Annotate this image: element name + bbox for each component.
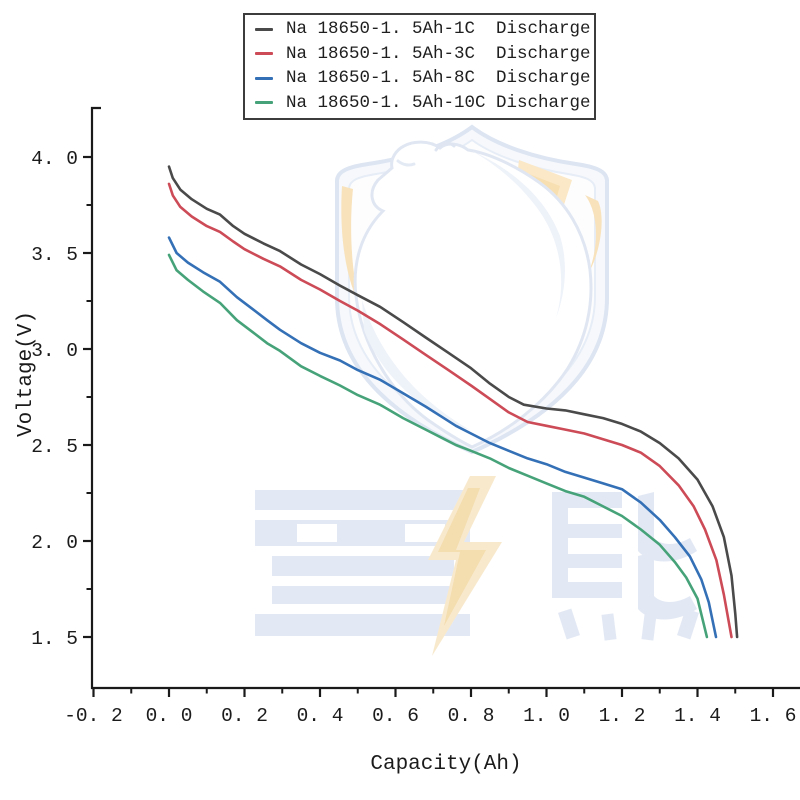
bear-muzzle — [396, 159, 416, 167]
x-axis-title: Capacity(Ah) — [370, 753, 521, 776]
legend-item: Na 18650-1. 5Ah-1C Discharge — [245, 17, 594, 42]
watermark-text — [255, 476, 699, 656]
bear-body-shade — [362, 300, 470, 430]
watermark-bolt-icon — [428, 476, 502, 656]
y-tick-label: 2. 5 — [31, 436, 78, 458]
legend-label: Na 18650-1. 5Ah-10C Discharge — [286, 92, 591, 113]
legend-item: Na 18650-1. 5Ah-3C Discharge — [245, 42, 594, 67]
y-tick-label: 4. 0 — [31, 148, 78, 170]
x-tick-label: 1. 4 — [674, 705, 721, 727]
legend-line-swatch — [255, 52, 273, 56]
y-tick-label: 3. 5 — [31, 244, 78, 266]
shield-right-accent — [585, 195, 602, 274]
legend-label: Na 18650-1. 5Ah-8C Discharge — [286, 68, 591, 89]
bear-ear — [434, 141, 456, 152]
bear-icon — [353, 140, 593, 449]
legend-line-swatch — [255, 101, 273, 105]
discharge-curve-3C — [167, 182, 733, 639]
x-tick-label: 0. 8 — [448, 705, 495, 727]
legend-item: Na 18650-1. 5Ah-8C Discharge — [245, 66, 594, 91]
x-tick-label: 1. 0 — [523, 705, 570, 727]
legend-item: Na 18650-1. 5Ah-10C Discharge — [245, 91, 594, 116]
x-tick-label: 0. 4 — [297, 705, 344, 727]
series-lines — [167, 165, 739, 639]
discharge-curve-10C — [167, 253, 709, 639]
x-tick-label: 0. 2 — [221, 705, 268, 727]
y-tick-label: 1. 5 — [31, 628, 78, 650]
watermark-char-xue — [255, 490, 470, 636]
x-tick-label: 0. 6 — [372, 705, 419, 727]
y-tick-label: 3. 0 — [31, 340, 78, 362]
axes: -0. 2 0. 0 0. 2 0. 4 0. 6 0. 8 1. 0 1. 2 1. 4 1. … — [31, 106, 800, 727]
y-axis-title: Voltage(V) — [15, 311, 38, 437]
x-tick-label: -0. 2 — [64, 705, 123, 727]
shield-left-accent — [341, 186, 364, 314]
discharge-curve-8C — [167, 236, 718, 639]
legend-label: Na 18650-1. 5Ah-3C Discharge — [286, 43, 591, 64]
watermark-char-xiong — [552, 492, 699, 641]
discharge-curve-1C — [167, 165, 739, 639]
watermark-logo — [335, 124, 609, 455]
x-tick-label: 1. 6 — [750, 705, 797, 727]
legend-line-swatch — [255, 27, 273, 31]
bear-back-shade — [470, 150, 565, 318]
legend-box: Na 18650-1. 5Ah-1C Discharge Na 18650-1. … — [243, 13, 596, 120]
legend-line-swatch — [255, 76, 273, 80]
legend-label: Na 18650-1. 5Ah-1C Discharge — [286, 19, 591, 40]
y-tick-label: 2. 0 — [31, 532, 78, 554]
x-tick-label: 0. 0 — [146, 705, 193, 727]
x-tick-label: 1. 2 — [599, 705, 646, 727]
